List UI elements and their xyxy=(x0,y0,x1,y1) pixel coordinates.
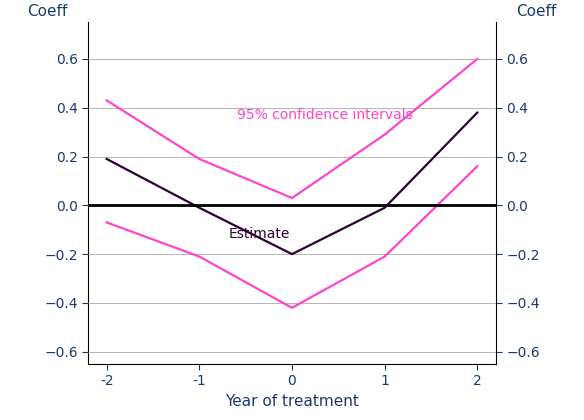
Y-axis label: Coeff: Coeff xyxy=(516,4,557,19)
Y-axis label: Coeff: Coeff xyxy=(27,4,68,19)
Text: 95% confidence intervals: 95% confidence intervals xyxy=(237,108,412,121)
X-axis label: Year of treatment: Year of treatment xyxy=(225,394,359,409)
Text: Estimate: Estimate xyxy=(229,227,290,241)
